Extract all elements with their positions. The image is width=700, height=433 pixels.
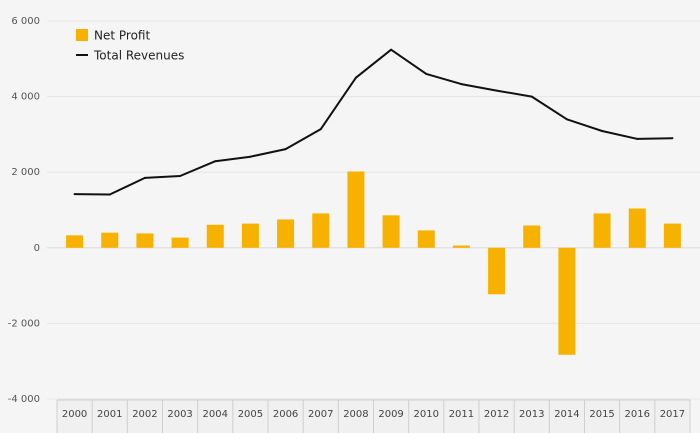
total-revenues-point bbox=[565, 118, 568, 121]
total-revenues-point bbox=[354, 76, 357, 79]
y-tick-label: -2 000 bbox=[8, 318, 40, 329]
total-revenues-point bbox=[530, 95, 533, 98]
total-revenues-point bbox=[108, 193, 111, 196]
x-tick-label: 2001 bbox=[97, 409, 122, 420]
y-axis-tick-labels: 6 000 4 000 2 000 0 -2 000 -4 000 bbox=[8, 16, 40, 405]
net-profit-bar bbox=[558, 247, 576, 355]
total-revenues-point bbox=[214, 160, 217, 163]
y-tick-label: 6 000 bbox=[11, 16, 40, 27]
x-tick-label: 2002 bbox=[132, 409, 157, 420]
x-tick-label: 2008 bbox=[343, 409, 368, 420]
total-revenues-point bbox=[319, 128, 322, 131]
net-profit-bar bbox=[136, 233, 154, 248]
net-profit-bar bbox=[206, 224, 224, 248]
net-profit-bar bbox=[312, 213, 330, 248]
y-tick-label: 0 bbox=[34, 243, 40, 254]
net-profit-bar bbox=[628, 208, 646, 248]
total-revenues-point bbox=[425, 72, 428, 75]
total-revenues-point bbox=[495, 89, 498, 92]
total-revenues-line bbox=[74, 48, 673, 196]
net-profit-bar bbox=[382, 215, 400, 248]
net-profit-bar bbox=[171, 237, 189, 248]
legend-label-net-profit: Net Profit bbox=[94, 29, 150, 43]
x-tick-label: 2000 bbox=[62, 409, 87, 420]
total-revenues-point bbox=[671, 137, 674, 140]
total-revenues-point bbox=[284, 148, 287, 151]
x-tick-label: 2017 bbox=[660, 409, 685, 420]
x-tick-label: 2007 bbox=[308, 409, 333, 420]
net-profit-bars bbox=[66, 171, 681, 355]
x-tick-label: 2012 bbox=[484, 409, 509, 420]
total-revenues-point bbox=[601, 129, 604, 132]
x-tick-label: 2005 bbox=[238, 409, 263, 420]
x-tick-label: 2006 bbox=[273, 409, 298, 420]
net-profit-bar bbox=[417, 230, 435, 248]
total-revenues-point bbox=[390, 48, 393, 51]
x-tick-label: 2014 bbox=[554, 409, 579, 420]
x-tick-label: 2004 bbox=[203, 409, 228, 420]
net-profit-bar bbox=[241, 223, 259, 248]
net-profit-bar bbox=[101, 232, 119, 248]
net-profit-bar bbox=[663, 223, 681, 248]
total-revenues-point bbox=[460, 83, 463, 86]
x-axis: 2000 2001 2002 2003 2004 2005 2006 2007 2008 2009… bbox=[56, 399, 691, 433]
y-tick-label: 2 000 bbox=[11, 167, 40, 178]
total-revenues-point bbox=[179, 174, 182, 177]
x-tick-label: 2013 bbox=[519, 409, 544, 420]
x-tick-label: 2009 bbox=[378, 409, 403, 420]
legend-label-total-revenues: Total Revenues bbox=[93, 49, 184, 63]
net-profit-bar bbox=[347, 171, 365, 248]
legend-swatch-net-profit bbox=[76, 29, 88, 41]
y-tick-label: 4 000 bbox=[11, 92, 40, 103]
y-tick-label: -4 000 bbox=[8, 394, 40, 405]
x-tick-label: 2016 bbox=[625, 409, 650, 420]
net-profit-bar bbox=[277, 219, 295, 248]
x-tick-label: 2010 bbox=[414, 409, 439, 420]
x-tick-label: 2011 bbox=[449, 409, 474, 420]
x-tick-label: 2003 bbox=[167, 409, 192, 420]
net-profit-bar bbox=[66, 235, 84, 248]
total-revenues-point bbox=[636, 137, 639, 140]
net-profit-bar bbox=[523, 225, 541, 248]
net-profit-bar bbox=[452, 245, 470, 248]
net-profit-bar bbox=[488, 247, 506, 295]
net-profit-bar bbox=[593, 213, 611, 248]
total-revenues-line-group bbox=[73, 48, 674, 196]
gridlines bbox=[47, 20, 700, 400]
x-tick-label: 2015 bbox=[589, 409, 614, 420]
total-revenues-point bbox=[143, 176, 146, 179]
total-revenues-point bbox=[73, 193, 76, 196]
legend: Net Profit Total Revenues bbox=[76, 29, 184, 63]
total-revenues-point bbox=[249, 155, 252, 158]
